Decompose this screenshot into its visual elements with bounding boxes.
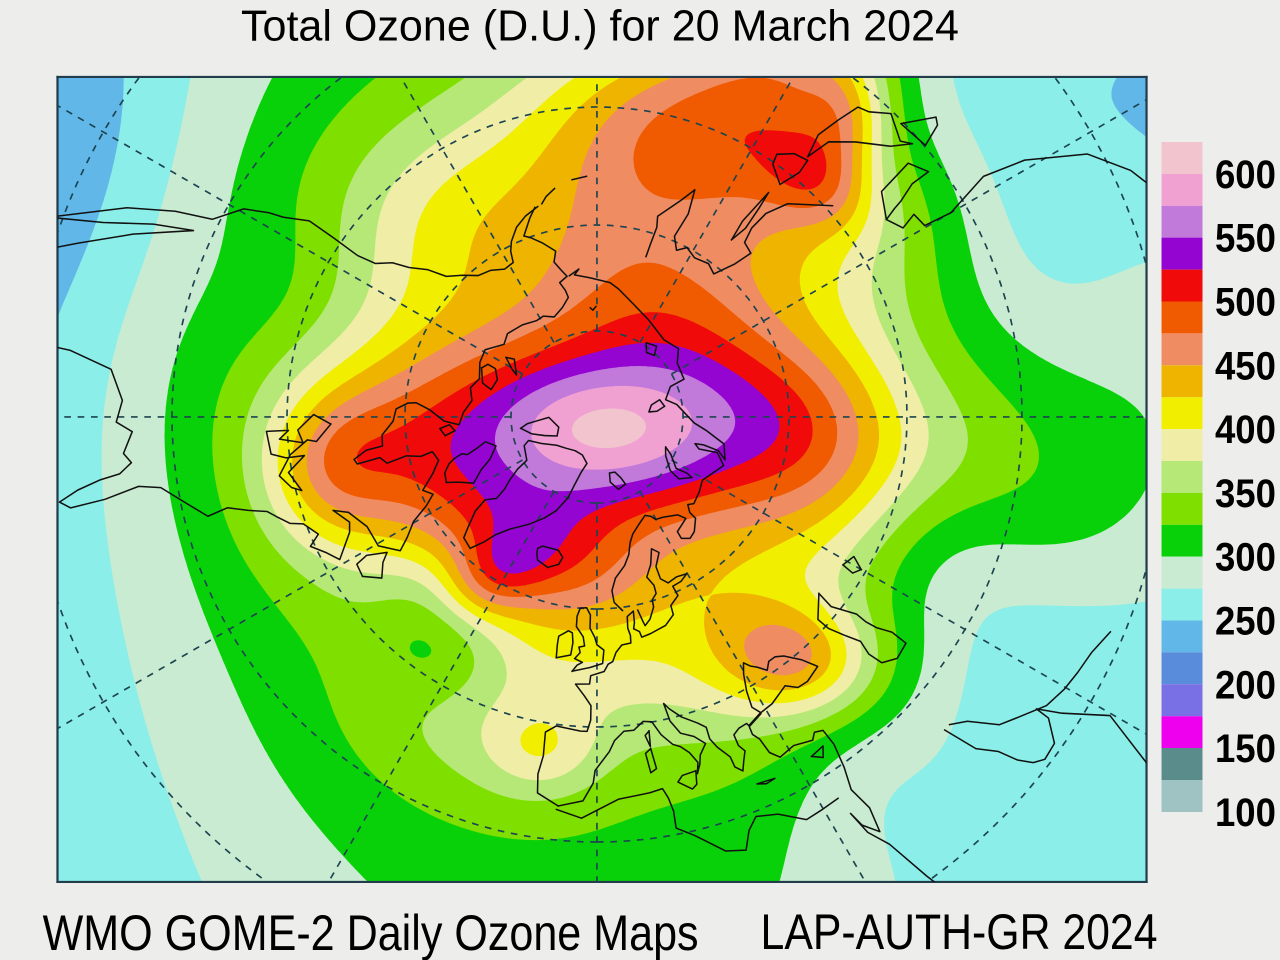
svg-text:600: 600 bbox=[1215, 153, 1276, 197]
svg-text:LAP-AUTH-GR 2024: LAP-AUTH-GR 2024 bbox=[761, 903, 1158, 960]
svg-text:550: 550 bbox=[1215, 217, 1276, 261]
svg-text:WMO GOME-2 Daily Ozone Maps: WMO GOME-2 Daily Ozone Maps bbox=[43, 904, 699, 960]
svg-text:450: 450 bbox=[1215, 344, 1276, 388]
svg-text:Total Ozone (D.U.) for 20 Marc: Total Ozone (D.U.) for 20 March 2024 bbox=[241, 3, 959, 51]
svg-text:200: 200 bbox=[1215, 663, 1276, 707]
svg-text:250: 250 bbox=[1215, 599, 1276, 643]
svg-text:100: 100 bbox=[1215, 791, 1276, 835]
svg-text:350: 350 bbox=[1215, 472, 1276, 516]
svg-text:150: 150 bbox=[1215, 727, 1276, 771]
svg-text:400: 400 bbox=[1215, 408, 1276, 452]
svg-text:500: 500 bbox=[1215, 281, 1276, 325]
svg-text:300: 300 bbox=[1215, 536, 1276, 580]
